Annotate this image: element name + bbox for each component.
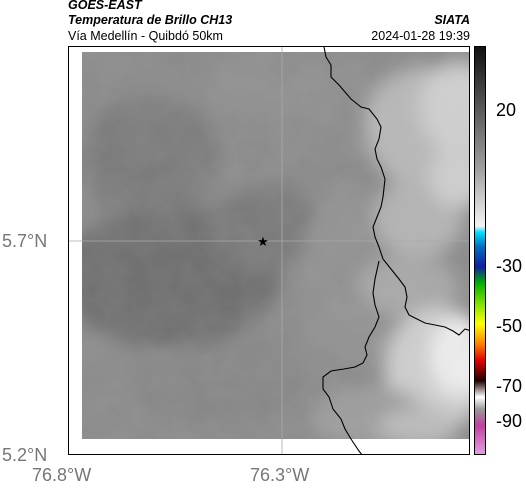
lon-tick-label: 76.8°W bbox=[32, 465, 92, 485]
satellite-title: GOES-EAST bbox=[68, 0, 142, 12]
brightness-temperature-map: ★ bbox=[68, 46, 470, 455]
colorbar-label: -50 bbox=[496, 316, 523, 336]
department-border bbox=[322, 47, 469, 454]
lat-tick-label: 5.2°N bbox=[2, 445, 48, 465]
region-label: Vía Medellín - Quibdó 50km bbox=[68, 29, 223, 43]
colorbar-label: 20 bbox=[496, 100, 517, 120]
datetime-label: 2024-01-28 19:39 bbox=[371, 29, 470, 43]
colorbar-label: -90 bbox=[496, 411, 523, 431]
lon-tick-label: 76.3°W bbox=[250, 465, 310, 485]
colorbar-label: -70 bbox=[496, 376, 523, 396]
colorbar bbox=[474, 46, 486, 455]
star-icon: ★ bbox=[257, 235, 269, 250]
colorbar-label: -30 bbox=[496, 256, 523, 276]
product-title: Temperatura de Brillo CH13 bbox=[68, 13, 233, 27]
lat-tick-label: 5.7°N bbox=[2, 231, 48, 251]
agency-label: SIATA bbox=[434, 13, 470, 27]
